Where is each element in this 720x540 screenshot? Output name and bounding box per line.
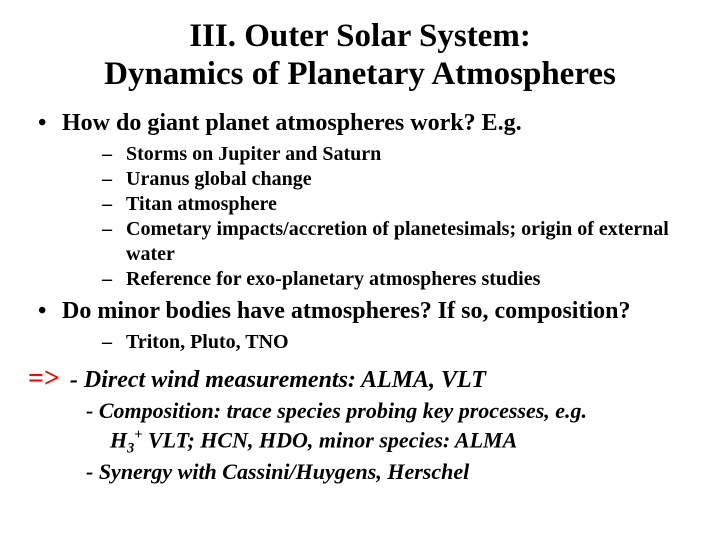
title-line-2: Dynamics of Planetary Atmospheres <box>104 56 616 92</box>
q2-text: Do minor bodies have atmospheres? If so,… <box>62 298 630 324</box>
impl-c-post: VLT; HCN, HDO, minor species: ALMA <box>142 427 517 452</box>
q1-subitem-a: Storms on Jupiter and Saturn <box>28 142 692 167</box>
q2-subitem-a: Triton, Pluto, TNO <box>28 330 692 355</box>
q1-subitem-e: Reference for exo-planetary atmospheres … <box>28 267 692 292</box>
implication-line-4: - Synergy with Cassini/Huygens, Herschel <box>28 458 692 487</box>
implication-line-2: - Composition: trace species probing key… <box>28 397 692 426</box>
implication-line-1: => - Direct wind measurements: ALMA, VLT <box>28 361 692 397</box>
q1-subitem-c: Titan atmosphere <box>28 192 692 217</box>
q1-subitem-b: Uranus global change <box>28 167 692 192</box>
title-line-1: III. Outer Solar System: <box>189 18 531 54</box>
q1-text: How do giant planet atmospheres work? E.… <box>62 110 522 136</box>
impl-a: - Direct wind measurements: ALMA, VLT <box>70 367 486 393</box>
slide-title: III. Outer Solar System: Dynamics of Pla… <box>28 18 692 94</box>
bullet-question-2: Do minor bodies have atmospheres? If so,… <box>28 296 692 326</box>
q1-subitem-d: Cometary impacts/accretion of planetesim… <box>28 217 692 267</box>
impl-c-pre: H <box>110 427 127 452</box>
bullet-question-1: How do giant planet atmospheres work? E.… <box>28 108 692 138</box>
arrow-icon: => <box>28 363 60 394</box>
implication-line-3: H3+ VLT; HCN, HDO, minor species: ALMA <box>28 426 692 458</box>
